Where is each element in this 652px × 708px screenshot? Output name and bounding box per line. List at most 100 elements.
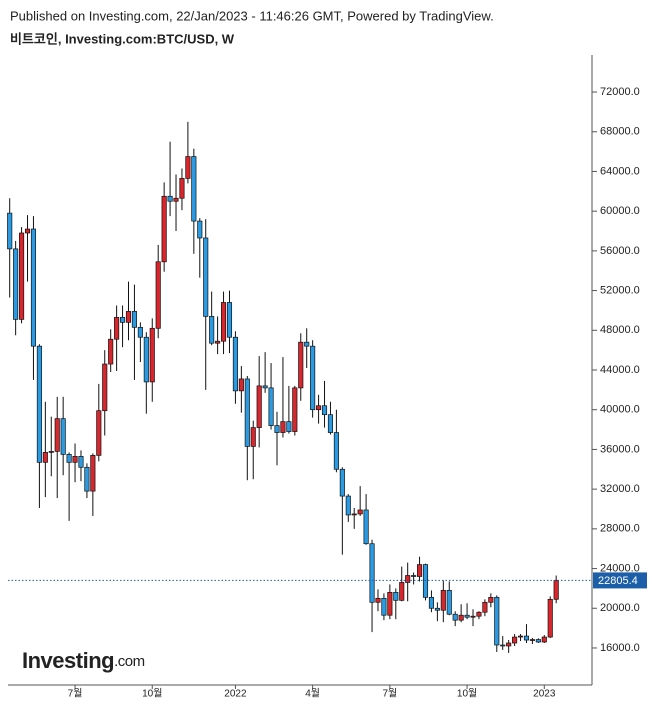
y-tick-label: 28000.0	[600, 523, 640, 535]
last-price-label: 22805.4	[598, 575, 638, 587]
candle-body	[238, 378, 244, 392]
candle-body	[125, 311, 132, 323]
candle-body	[268, 387, 274, 426]
x-tick-label: 7월	[382, 688, 397, 700]
candle-body	[226, 302, 233, 338]
candle-body	[90, 455, 96, 492]
candle-body	[535, 639, 541, 643]
candle-body	[280, 421, 286, 433]
candle-body	[7, 212, 13, 250]
candle-body	[517, 635, 524, 638]
candle-body	[452, 613, 458, 621]
candle-body	[54, 418, 60, 452]
candle-body	[155, 261, 161, 329]
candle-body	[393, 592, 399, 601]
x-tick-label: 2023	[533, 689, 556, 700]
candle-body	[120, 317, 126, 323]
candle-body	[114, 317, 120, 340]
candle-body	[321, 405, 328, 416]
candle-body	[286, 421, 292, 432]
candle-body	[250, 427, 256, 447]
logo-brand: Investing	[22, 648, 114, 673]
candle-body	[345, 495, 351, 516]
candle-body	[24, 228, 31, 234]
candle-body	[298, 341, 304, 389]
candle-body	[274, 425, 280, 433]
candle-body	[209, 316, 215, 344]
candle-body	[494, 596, 500, 646]
candle-body	[411, 575, 417, 577]
candle-body	[262, 385, 268, 389]
candle-body	[417, 564, 423, 577]
candle-body	[523, 635, 530, 641]
y-tick-label: 60000.0	[600, 205, 640, 217]
candle-body	[232, 336, 238, 392]
y-tick-label: 16000.0	[600, 642, 640, 654]
candle-body	[357, 509, 363, 515]
y-tick-label: 36000.0	[600, 443, 640, 455]
candle-body	[161, 195, 167, 263]
candle-body	[369, 543, 375, 603]
candle-body	[327, 414, 334, 433]
candle-body	[316, 405, 322, 411]
candle-body	[464, 614, 470, 618]
candle-body	[351, 513, 357, 516]
y-tick-label: 24000.0	[600, 562, 640, 574]
candle-body	[179, 178, 185, 199]
candle-body	[512, 636, 518, 644]
candle-body	[476, 611, 482, 617]
y-tick-label: 40000.0	[600, 404, 640, 416]
candle-body	[72, 456, 78, 463]
last-price-box	[593, 572, 647, 589]
y-tick-label: 48000.0	[600, 324, 640, 336]
candle-body	[191, 156, 197, 222]
candle-body	[428, 596, 434, 609]
candle-body	[78, 456, 84, 468]
candle-body	[185, 156, 191, 179]
candle-body	[203, 237, 209, 317]
candle-body	[30, 228, 37, 347]
candle-body	[13, 248, 19, 320]
candle-body	[102, 363, 108, 412]
x-tick-label: 2022	[224, 689, 247, 700]
candle-body	[96, 410, 102, 456]
candle-body	[167, 195, 173, 202]
candle-body	[547, 598, 553, 638]
candle-body	[381, 597, 387, 616]
x-tick-label: 10월	[457, 688, 477, 700]
y-tick-label: 72000.0	[600, 86, 640, 98]
y-tick-label: 20000.0	[600, 602, 640, 614]
candle-body	[310, 345, 316, 411]
y-tick-label: 68000.0	[600, 126, 640, 138]
y-tick-label: 44000.0	[600, 364, 640, 376]
candle-body	[339, 468, 345, 497]
candles	[7, 121, 559, 653]
candle-body	[215, 340, 221, 344]
candle-body	[66, 454, 72, 463]
y-tick-label: 56000.0	[600, 245, 640, 257]
candle-body	[541, 636, 547, 643]
logo-suffix: .com	[114, 653, 145, 670]
candle-body	[446, 590, 452, 615]
candle-body	[434, 607, 440, 611]
candle-body	[422, 564, 429, 598]
y-tick-label: 52000.0	[600, 284, 640, 296]
candle-body	[149, 327, 155, 383]
candle-body	[220, 302, 227, 342]
candle-body	[60, 418, 66, 455]
candle-body	[529, 639, 535, 641]
candle-body	[470, 615, 476, 618]
candle-body	[500, 644, 506, 647]
candle-body	[553, 580, 559, 600]
candle-body	[292, 387, 298, 432]
candle-body	[84, 466, 90, 492]
candle-body	[143, 336, 149, 383]
chart-title: 비트코인, Investing.com:BTC/USD, W	[10, 31, 235, 46]
candle-body	[131, 311, 137, 328]
candle-body	[137, 326, 143, 338]
candle-body	[387, 592, 393, 616]
candle-body	[506, 642, 512, 647]
candle-body	[363, 509, 369, 545]
